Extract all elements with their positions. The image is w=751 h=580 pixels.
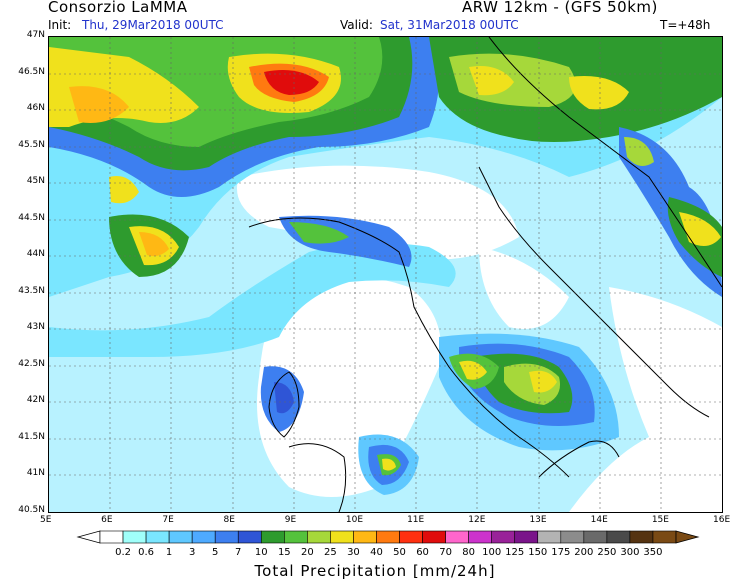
colorbar-tick-label: 60 bbox=[416, 547, 429, 558]
colorbar-max-arrow bbox=[675, 530, 700, 544]
latitude-label: 41N bbox=[26, 468, 45, 479]
longitude-label: 7E bbox=[162, 515, 174, 525]
colorbar-tick-label: 250 bbox=[597, 547, 616, 558]
colorbar-tick-label: 10 bbox=[255, 547, 268, 558]
colorbar-tick-label: 350 bbox=[643, 547, 662, 558]
latitude-label: 44.5N bbox=[18, 212, 45, 223]
longitude-label: 9E bbox=[284, 515, 297, 525]
colorbar-cell bbox=[629, 530, 654, 544]
colorbar-tick-label: 7 bbox=[235, 547, 241, 558]
colorbar-tick-label: 125 bbox=[505, 547, 524, 558]
colorbar-tick-label: 70 bbox=[439, 547, 452, 558]
precipitation-colorbar: 0.2 0.6 1 3 5 7 10 15 20 25 30 40 50 60 70 80 100 125 150 1… bbox=[76, 530, 700, 580]
colorbar-cell bbox=[191, 530, 216, 544]
colorbar-cell bbox=[307, 530, 331, 544]
colorbar-cell bbox=[145, 530, 170, 544]
colorbar-cell bbox=[399, 530, 423, 544]
longitude-label: 10E bbox=[345, 515, 364, 525]
colorbar-cell bbox=[237, 530, 262, 544]
colorbar-tick-label: 30 bbox=[347, 547, 360, 558]
longitude-label: 5E bbox=[40, 515, 52, 525]
colorbar-tick-label: 150 bbox=[528, 547, 547, 558]
colorbar-cell bbox=[560, 530, 585, 544]
init-label: Init: bbox=[48, 18, 72, 32]
precipitation-map bbox=[48, 36, 723, 513]
colorbar-tick-label: 175 bbox=[551, 547, 570, 558]
latitude-label: 46N bbox=[26, 103, 45, 114]
colorbar-tick-label: 15 bbox=[278, 547, 291, 558]
colorbar-tick-label: 200 bbox=[574, 547, 593, 558]
colorbar-tick-label: 0.2 bbox=[115, 547, 131, 558]
colorbar-cell bbox=[606, 530, 631, 544]
latitude-label: 45N bbox=[26, 176, 45, 187]
colorbar-cell bbox=[652, 530, 677, 544]
colorbar-cell bbox=[422, 530, 446, 544]
colorbar-tick-label: 40 bbox=[370, 547, 383, 558]
latitude-label: 43N bbox=[26, 322, 45, 333]
longitude-label: 15E bbox=[651, 515, 669, 525]
colorbar-tick-label: 25 bbox=[324, 547, 337, 558]
colorbar-cell bbox=[537, 530, 562, 544]
colorbar-cell bbox=[468, 530, 492, 544]
colorbar-cell bbox=[99, 530, 124, 544]
colorbar-cell bbox=[168, 530, 193, 544]
longitude-label: 11E bbox=[407, 515, 425, 525]
colorbar-cell bbox=[583, 530, 608, 544]
latitude-label: 45.5N bbox=[18, 139, 45, 150]
colorbar-tick-label: 0.6 bbox=[138, 547, 154, 558]
colorbar-cell bbox=[260, 530, 285, 544]
longitude-label: 6E bbox=[101, 515, 113, 525]
longitude-label: 12E bbox=[468, 515, 486, 525]
colorbar-min-arrow bbox=[76, 530, 101, 544]
valid-value: Sat, 31Mar2018 00UTC bbox=[380, 18, 519, 32]
lead-time: T=+48h bbox=[660, 18, 711, 32]
latitude-label: 47N bbox=[26, 30, 45, 40]
latitude-label: 46.5N bbox=[18, 66, 45, 77]
colorbar-tick-label: 300 bbox=[620, 547, 639, 558]
longitude-label: 8E bbox=[223, 515, 235, 525]
colorbar-tick-label: 100 bbox=[482, 547, 501, 558]
colorbar-cell bbox=[514, 530, 539, 544]
colorbar-cell bbox=[445, 530, 469, 544]
latitude-label: 41.5N bbox=[18, 431, 45, 442]
model-title: ARW 12km - (GFS 50km) bbox=[462, 0, 658, 16]
init-value: Thu, 29Mar2018 00UTC bbox=[82, 18, 224, 32]
latitude-label: 42.5N bbox=[18, 358, 45, 369]
colorbar-tick-label: 5 bbox=[212, 547, 218, 558]
org-title: Consorzio LaMMA bbox=[48, 0, 188, 16]
valid-label: Valid: bbox=[340, 18, 373, 32]
longitude-label: 16E bbox=[713, 515, 731, 525]
colorbar-tick-label: 80 bbox=[462, 547, 475, 558]
latitude-label: 40.5N bbox=[18, 505, 45, 515]
colorbar-cell bbox=[376, 530, 400, 544]
colorbar-tick-label: 3 bbox=[189, 547, 195, 558]
longitude-label: 13E bbox=[529, 515, 547, 525]
colorbar-tick-label: 20 bbox=[301, 547, 314, 558]
colorbar-title: Total Precipitation [mm/24h] bbox=[254, 562, 496, 580]
latitude-label: 43.5N bbox=[18, 285, 45, 296]
colorbar-cell bbox=[122, 530, 147, 544]
latitude-label: 44N bbox=[26, 249, 45, 260]
latitude-label: 42N bbox=[26, 395, 45, 406]
colorbar-cell bbox=[330, 530, 354, 544]
colorbar-tick-label: 50 bbox=[393, 547, 406, 558]
colorbar-tick-label: 1 bbox=[166, 547, 172, 558]
colorbar-cell bbox=[353, 530, 377, 544]
colorbar-cell bbox=[214, 530, 239, 544]
precipitation-field bbox=[49, 37, 722, 512]
colorbar-cell bbox=[491, 530, 516, 544]
colorbar-cell bbox=[284, 530, 308, 544]
longitude-label: 14E bbox=[590, 515, 608, 525]
